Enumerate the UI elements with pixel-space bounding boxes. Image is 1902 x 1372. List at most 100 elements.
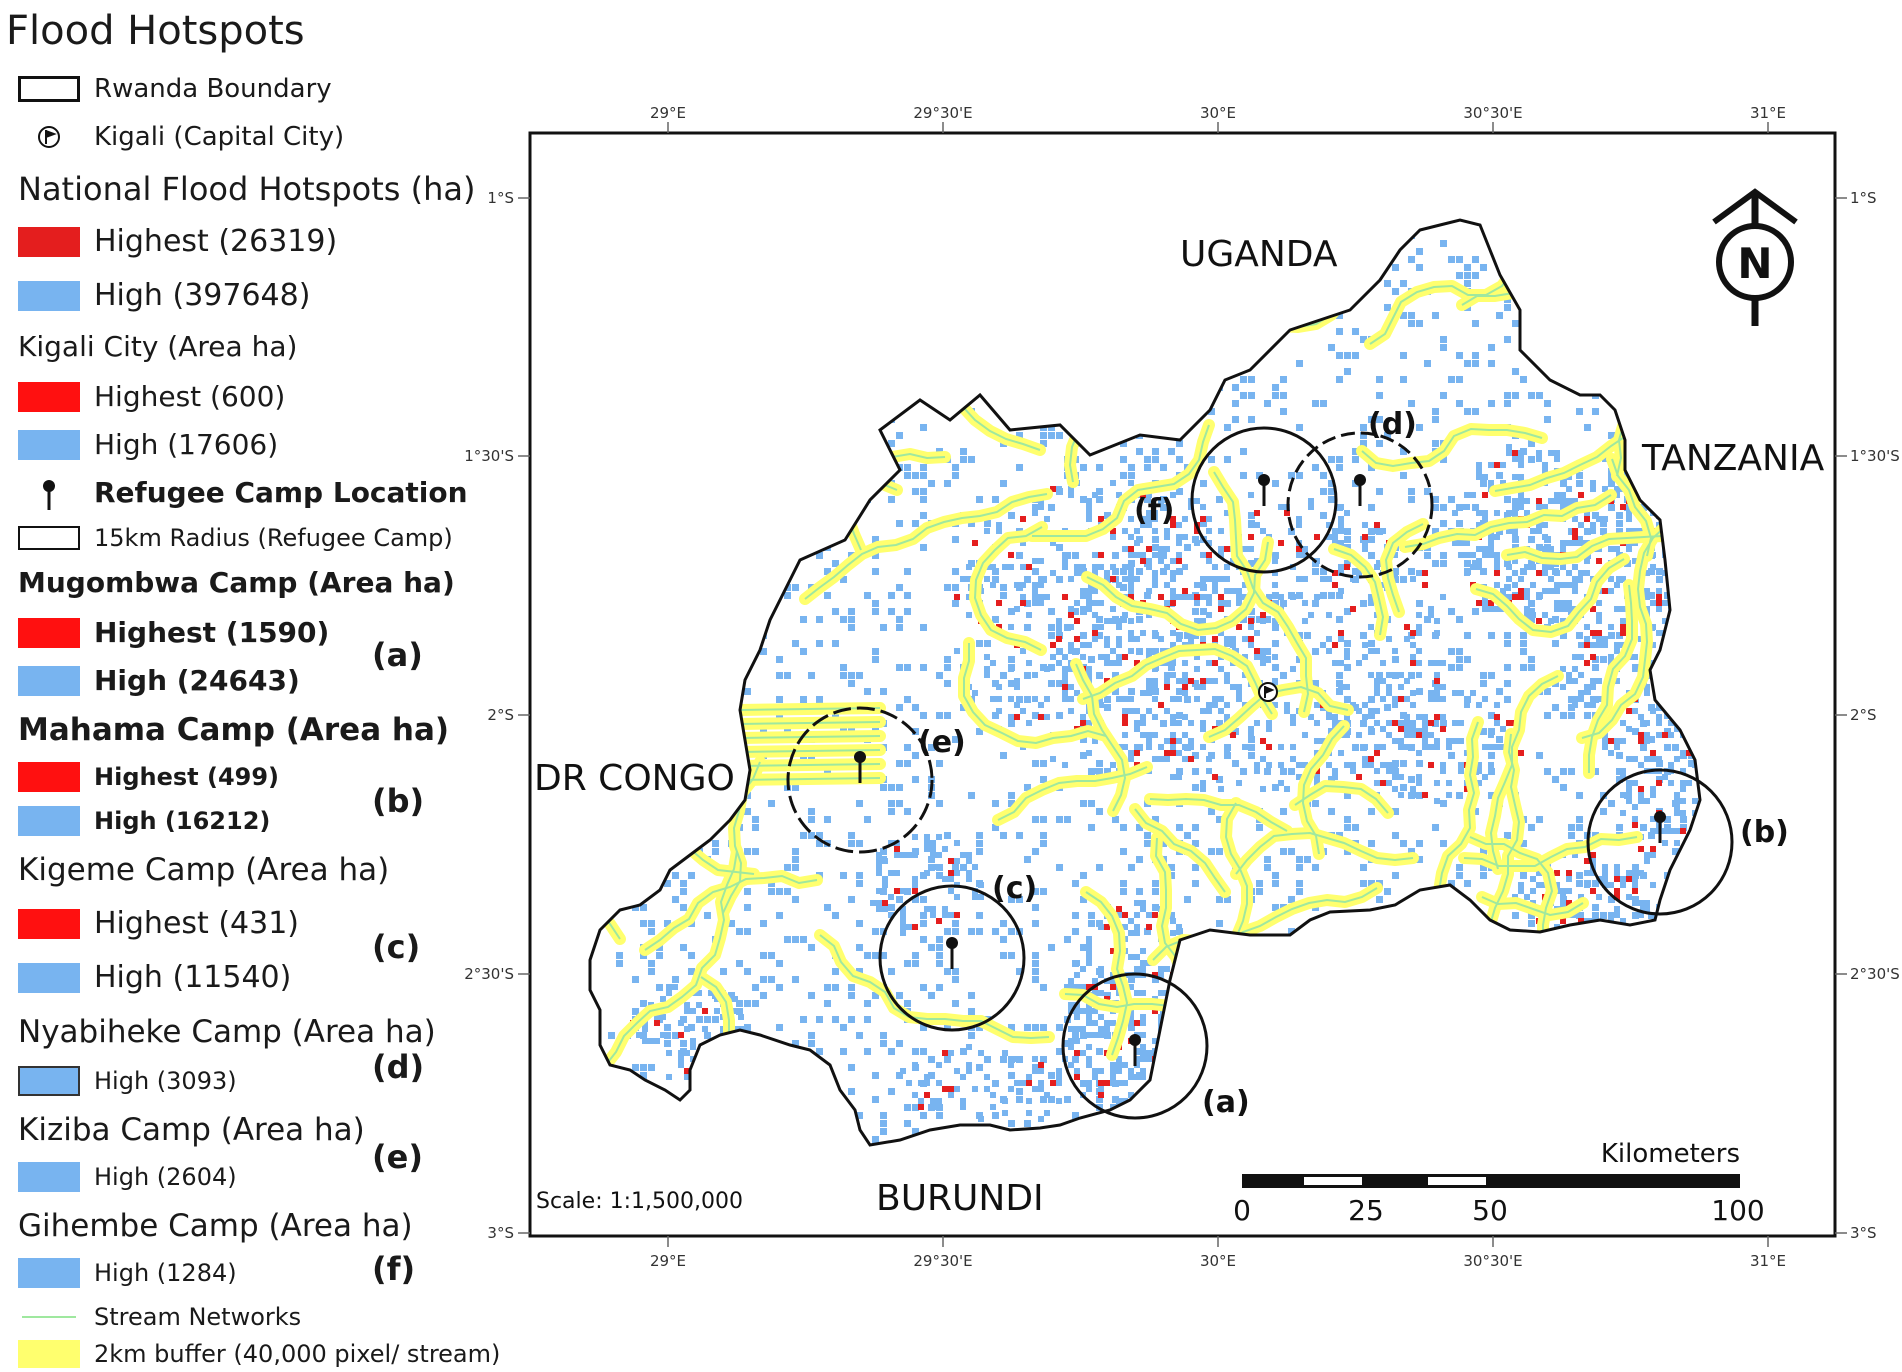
high-pixel — [1344, 664, 1351, 671]
high-pixel — [1664, 728, 1671, 735]
high-pixel — [1170, 744, 1176, 750]
high-pixel — [1674, 804, 1680, 810]
high-pixel — [736, 1008, 743, 1015]
high-pixel — [1272, 600, 1279, 607]
high-pixel — [1128, 560, 1135, 567]
high-pixel — [944, 656, 951, 663]
high-pixel — [1452, 690, 1458, 696]
highest-pixel — [1584, 516, 1590, 522]
high-pixel — [1110, 1074, 1116, 1080]
high-pixel — [1056, 712, 1063, 719]
high-pixel — [1536, 752, 1543, 759]
high-pixel — [1536, 456, 1542, 462]
high-pixel — [1134, 576, 1140, 582]
highest-pixel — [1614, 888, 1620, 894]
high-pixel — [1140, 522, 1146, 528]
high-pixel — [1136, 824, 1143, 831]
high-pixel — [896, 992, 903, 999]
high-pixel — [1362, 714, 1368, 720]
high-pixel — [1506, 510, 1512, 516]
high-pixel — [1164, 534, 1170, 540]
high-pixel — [1638, 798, 1644, 804]
high-pixel — [1032, 1056, 1038, 1062]
high-pixel — [864, 952, 871, 959]
high-pixel — [848, 832, 855, 839]
high-pixel — [1416, 630, 1422, 636]
highest-pixel — [1350, 606, 1356, 612]
high-pixel — [1542, 570, 1548, 576]
high-pixel — [1596, 516, 1602, 522]
high-pixel — [1392, 808, 1399, 815]
high-pixel — [936, 1112, 943, 1119]
high-pixel — [1080, 1050, 1086, 1056]
high-pixel — [1208, 808, 1215, 815]
high-pixel — [1272, 678, 1278, 684]
highest-pixel — [1518, 750, 1524, 756]
high-pixel — [1040, 984, 1047, 991]
high-pixel — [1080, 606, 1086, 612]
high-pixel — [1170, 774, 1176, 780]
high-pixel — [672, 976, 679, 983]
high-pixel — [1144, 840, 1151, 847]
high-pixel — [1398, 774, 1404, 780]
high-pixel — [1080, 588, 1086, 594]
high-pixel — [1452, 738, 1458, 744]
highest-pixel — [1656, 594, 1662, 600]
legend-mahama-high: High (16212) — [18, 806, 270, 836]
highest-pixel — [1338, 630, 1344, 636]
lon-label: 30°E — [1200, 104, 1236, 122]
high-pixel — [1416, 760, 1423, 767]
high-pixel — [1360, 336, 1367, 343]
high-pixel — [1326, 612, 1332, 618]
high-pixel — [1512, 368, 1519, 375]
high-pixel — [1352, 456, 1359, 463]
high-pixel — [1134, 1074, 1140, 1080]
high-pixel — [1566, 498, 1572, 504]
high-pixel — [1320, 738, 1326, 744]
lon-label: 31°E — [1750, 104, 1786, 122]
highest-swatch — [18, 226, 80, 257]
high-pixel — [1158, 1014, 1164, 1020]
high-pixel — [1592, 880, 1599, 887]
high-pixel — [1500, 462, 1506, 468]
high-pixel — [680, 944, 687, 951]
high-pixel — [900, 852, 906, 858]
high-pixel — [1032, 568, 1039, 575]
high-pixel — [904, 472, 911, 479]
high-pixel — [1128, 552, 1134, 558]
high-pixel — [1096, 488, 1103, 495]
high-pixel — [1112, 1096, 1119, 1103]
high-pixel — [1602, 882, 1608, 888]
high-pixel — [1032, 510, 1038, 516]
high-pixel — [744, 848, 751, 855]
highest-pixel — [1578, 918, 1584, 924]
high-pixel — [1626, 546, 1632, 552]
high-pixel — [1602, 516, 1608, 522]
high-pixel — [1242, 744, 1248, 750]
high-pixel — [848, 608, 855, 615]
high-pixel — [1458, 762, 1464, 768]
high-pixel — [1632, 804, 1638, 810]
high-pixel — [1542, 546, 1548, 552]
high-pixel — [1338, 588, 1344, 594]
lat-label: 2°30'S — [1850, 965, 1900, 983]
high-pixel — [1568, 824, 1575, 831]
highest-pixel — [1536, 570, 1542, 576]
high-pixel — [1656, 776, 1663, 783]
high-pixel — [832, 984, 839, 991]
high-pixel — [912, 1062, 918, 1068]
high-pixel — [1368, 880, 1375, 887]
high-pixel — [1428, 612, 1434, 618]
high-pixel — [1644, 900, 1650, 906]
high-pixel — [944, 1056, 951, 1063]
high-pixel — [1056, 864, 1063, 871]
high-pixel — [1116, 660, 1122, 666]
high-pixel — [1008, 564, 1014, 570]
high-pixel — [1542, 588, 1548, 594]
high-pixel — [1560, 894, 1566, 900]
high-pixel — [1134, 552, 1140, 558]
high-pixel — [1116, 642, 1122, 648]
high-pixel — [808, 808, 815, 815]
high-pixel — [1464, 360, 1471, 367]
highest-pixel — [1512, 594, 1518, 600]
